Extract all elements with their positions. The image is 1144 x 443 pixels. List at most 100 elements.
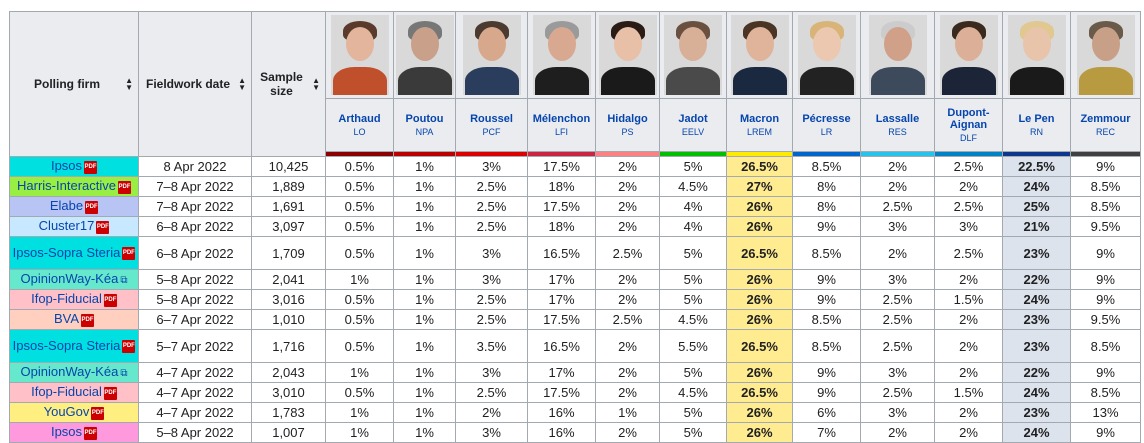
- candidate-name[interactable]: Hidalgo: [607, 113, 648, 125]
- polling-firm-cell[interactable]: Ifop-Fiducial PDF: [9, 289, 139, 310]
- candidate-name[interactable]: Arthaud: [338, 113, 381, 125]
- polling-firm-cell[interactable]: Ifop-Fiducial PDF: [9, 382, 139, 403]
- header-polling-firm[interactable]: Polling firm ▲ ▼: [9, 11, 139, 157]
- pdf-icon[interactable]: PDF: [122, 247, 136, 261]
- candidate-header[interactable]: Dupont-Aignan DLF: [934, 98, 1003, 152]
- photo-face: [410, 27, 439, 61]
- candidate-party[interactable]: REC: [1095, 127, 1115, 137]
- polling-firm-cell[interactable]: Ipsos-Sopra Steria PDF: [9, 329, 139, 363]
- polling-firm-cell[interactable]: Harris-Interactive PDF: [9, 176, 139, 197]
- candidate-name[interactable]: Lassalle: [875, 113, 920, 125]
- candidate-name[interactable]: Mélenchon: [532, 113, 591, 125]
- candidate-name[interactable]: Roussel: [470, 113, 513, 125]
- polling-firm-link[interactable]: Ifop-Fiducial: [31, 291, 102, 307]
- candidate-photo[interactable]: [462, 15, 521, 95]
- polling-firm-link[interactable]: OpinionWay-Kéa: [20, 364, 119, 379]
- polling-firm-cell[interactable]: Cluster17 PDF: [9, 216, 139, 237]
- candidate-party[interactable]: LFI: [554, 127, 568, 137]
- pdf-icon[interactable]: PDF: [122, 340, 136, 354]
- candidate-photo[interactable]: [664, 15, 722, 95]
- candidate-party[interactable]: LO: [353, 127, 366, 137]
- pdf-icon[interactable]: PDF: [84, 426, 98, 440]
- candidate-party[interactable]: NPA: [415, 127, 434, 137]
- candidate-party[interactable]: LREM: [746, 127, 772, 137]
- poll-value-cell: 22.5%: [1002, 156, 1071, 177]
- candidate-header[interactable]: Lassalle RES: [860, 98, 935, 152]
- poll-value-cell: 26.5%: [726, 382, 793, 403]
- pdf-icon[interactable]: PDF: [81, 313, 95, 327]
- photo-shoulders: [397, 67, 452, 95]
- polling-firm-cell[interactable]: OpinionWay-Kéa ⧉: [9, 362, 139, 383]
- pdf-icon[interactable]: PDF: [91, 406, 105, 420]
- header-sample-size[interactable]: Sample size ▲ ▼: [251, 11, 326, 157]
- candidate-party[interactable]: PS: [621, 127, 634, 137]
- polling-firm-link[interactable]: BVA: [53, 311, 80, 327]
- sort-arrows-icon[interactable]: ▲ ▼: [238, 76, 246, 92]
- pdf-icon[interactable]: PDF: [117, 180, 131, 194]
- candidate-name[interactable]: Zemmour: [1080, 113, 1131, 125]
- polling-firm-link[interactable]: Elabe: [49, 198, 84, 214]
- candidate-party[interactable]: PCF: [482, 127, 501, 137]
- candidate-header[interactable]: Hidalgo PS: [595, 98, 660, 152]
- sort-arrows-icon[interactable]: ▲ ▼: [312, 76, 320, 92]
- sample-size-cell: 3,016: [251, 289, 326, 310]
- pdf-icon[interactable]: PDF: [85, 200, 99, 214]
- polling-firm-link[interactable]: Ipsos: [50, 158, 83, 174]
- candidate-header[interactable]: Arthaud LO: [325, 98, 394, 152]
- candidate-name[interactable]: Pécresse: [802, 113, 851, 125]
- polling-firm-link[interactable]: Ipsos-Sopra Steria: [12, 244, 121, 260]
- candidate-header[interactable]: Roussel PCF: [455, 98, 528, 152]
- polling-firm-cell[interactable]: Elabe PDF: [9, 196, 139, 217]
- candidate-name[interactable]: Dupont-Aignan: [947, 107, 990, 131]
- pdf-icon[interactable]: PDF: [103, 386, 117, 400]
- candidate-header[interactable]: Macron LREM: [726, 98, 793, 152]
- polling-firm-cell[interactable]: OpinionWay-Kéa ⧉: [9, 269, 139, 290]
- pdf-icon[interactable]: PDF: [84, 160, 98, 174]
- candidate-name[interactable]: Jadot: [678, 113, 708, 125]
- candidate-header[interactable]: Jadot EELV: [659, 98, 727, 152]
- external-link-icon[interactable]: ⧉: [120, 275, 128, 286]
- polling-firm-cell[interactable]: Ipsos PDF: [9, 156, 139, 177]
- poll-value-cell: 0.5%: [325, 329, 394, 363]
- polling-firm-link[interactable]: YouGov: [43, 404, 90, 420]
- candidate-photo[interactable]: [598, 15, 657, 95]
- candidate-photo[interactable]: [532, 15, 591, 95]
- candidate-photo[interactable]: [730, 15, 789, 95]
- candidate-party[interactable]: DLF: [959, 133, 977, 143]
- polling-firm-link[interactable]: OpinionWay-Kéa: [20, 271, 119, 286]
- candidate-name[interactable]: Poutou: [405, 113, 444, 125]
- candidate-photo[interactable]: [330, 15, 389, 95]
- fieldwork-date-cell: 5–8 Apr 2022: [138, 289, 252, 310]
- polling-firm-link[interactable]: Ipsos-Sopra Steria: [12, 337, 121, 353]
- poll-value-cell: 16.5%: [527, 236, 596, 270]
- polling-firm-cell[interactable]: Ipsos-Sopra Steria PDF: [9, 236, 139, 270]
- polling-firm-link[interactable]: Cluster17: [38, 218, 95, 234]
- polling-firm-link[interactable]: Ifop-Fiducial: [31, 384, 102, 400]
- polling-firm-cell[interactable]: YouGov PDF: [9, 402, 139, 423]
- candidate-party[interactable]: RN: [1030, 127, 1043, 137]
- candidate-header[interactable]: Poutou NPA: [393, 98, 456, 152]
- pdf-icon[interactable]: PDF: [103, 293, 117, 307]
- pdf-icon[interactable]: PDF: [96, 220, 110, 234]
- sort-arrows-icon[interactable]: ▲ ▼: [125, 76, 133, 92]
- candidate-photo[interactable]: [1076, 15, 1135, 95]
- external-link-icon[interactable]: ⧉: [120, 368, 128, 379]
- candidate-header[interactable]: Pécresse LR: [792, 98, 861, 152]
- candidate-photo[interactable]: [939, 15, 998, 95]
- polling-firm-link[interactable]: Ipsos: [50, 424, 83, 440]
- header-fieldwork-date[interactable]: Fieldwork date ▲ ▼: [138, 11, 252, 157]
- candidate-photo[interactable]: [1007, 15, 1066, 95]
- candidate-party[interactable]: LR: [820, 127, 833, 137]
- candidate-header[interactable]: Zemmour REC: [1070, 98, 1141, 152]
- candidate-header[interactable]: Le Pen RN: [1002, 98, 1071, 152]
- candidate-photo[interactable]: [797, 15, 856, 95]
- candidate-party[interactable]: RES: [888, 127, 907, 137]
- candidate-photo[interactable]: [868, 15, 927, 95]
- polling-firm-link[interactable]: Harris-Interactive: [17, 178, 116, 194]
- candidate-name[interactable]: Le Pen: [1018, 113, 1055, 125]
- candidate-photo[interactable]: [395, 15, 454, 95]
- polling-firm-cell[interactable]: BVA PDF: [9, 309, 139, 330]
- candidate-party[interactable]: EELV: [681, 127, 705, 137]
- candidate-name[interactable]: Macron: [739, 113, 780, 125]
- candidate-header[interactable]: Mélenchon LFI: [527, 98, 596, 152]
